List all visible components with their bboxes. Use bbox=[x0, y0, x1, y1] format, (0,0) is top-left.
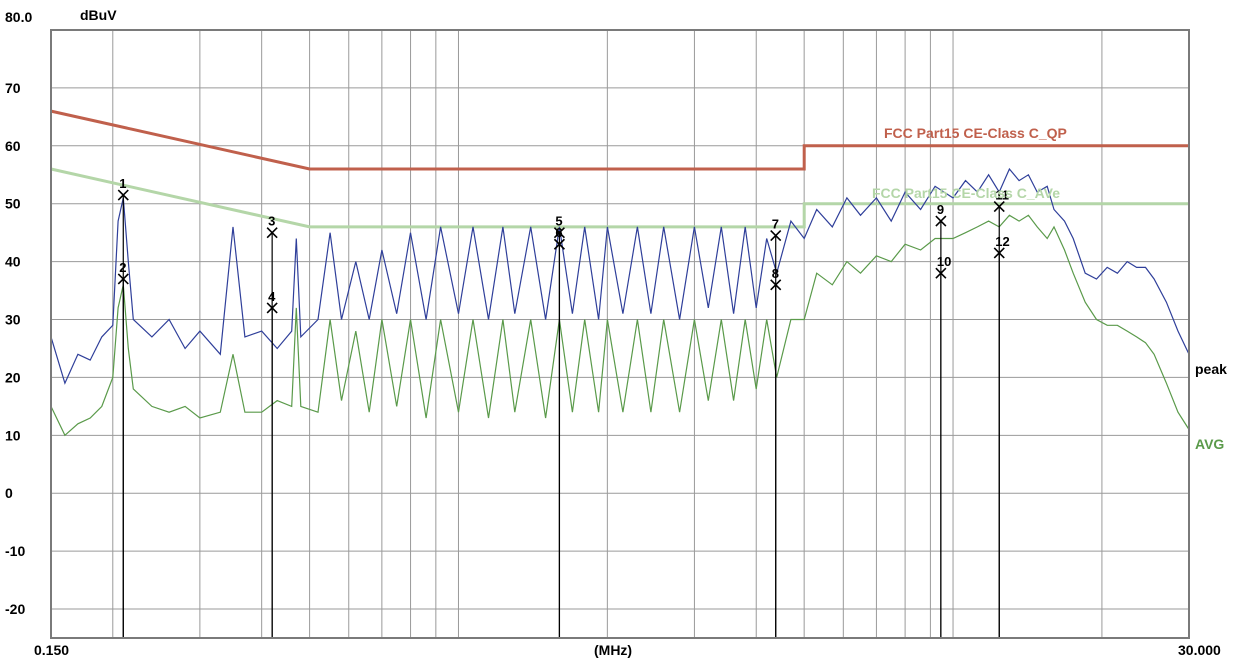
marker-label: 9 bbox=[937, 202, 944, 217]
marker-cross bbox=[117, 273, 129, 285]
y-top-tick-label: 80.0 bbox=[5, 9, 32, 25]
marker-cross bbox=[553, 238, 565, 250]
avg-series-line bbox=[50, 214, 1190, 437]
marker-cross bbox=[993, 201, 1005, 213]
marker-label: 1 bbox=[119, 176, 126, 191]
marker-cross bbox=[993, 247, 1005, 259]
y-tick-label: 40 bbox=[5, 254, 21, 270]
grid bbox=[51, 30, 1189, 638]
y-tick-label: -10 bbox=[5, 543, 25, 559]
marker-label: 11 bbox=[995, 188, 1009, 203]
y-tick-label: -20 bbox=[5, 601, 25, 617]
x-axis-label: (MHz) bbox=[594, 642, 632, 658]
y-tick-label: 50 bbox=[5, 196, 21, 212]
y-tick-label: 20 bbox=[5, 369, 21, 385]
marker-cross bbox=[770, 229, 782, 242]
marker-cross bbox=[266, 227, 278, 239]
y-tick-label: 70 bbox=[5, 80, 21, 96]
plot-frame bbox=[50, 29, 1190, 639]
marker-label: 6 bbox=[555, 225, 562, 240]
qp-limit-line bbox=[50, 109, 1189, 171]
avg-limit-label: FCC Part15 CE-Class C_AVe bbox=[872, 185, 1060, 201]
y-tick-label: 60 bbox=[5, 138, 21, 154]
marker-cross bbox=[770, 279, 782, 291]
x-max-tick-label: 30.000 bbox=[1178, 642, 1221, 658]
y-tick-label: 0 bbox=[5, 485, 13, 501]
y-tick-label: 30 bbox=[5, 312, 21, 328]
marker-label: 12 bbox=[995, 234, 1009, 249]
x-min-tick-label: 0.150 bbox=[34, 642, 69, 658]
marker-cross bbox=[553, 227, 565, 239]
series-lines bbox=[50, 167, 1190, 437]
marker-cross bbox=[935, 267, 947, 279]
peak-series-label: peak bbox=[1195, 361, 1227, 377]
marker-label: 4 bbox=[268, 289, 276, 304]
y-axis-label: dBuV bbox=[80, 7, 117, 23]
peak-series-line bbox=[50, 167, 1190, 385]
marker-label: 10 bbox=[937, 254, 951, 269]
marker-cross bbox=[117, 189, 129, 201]
marker-label: 5 bbox=[555, 214, 562, 229]
y-tick-label: 10 bbox=[5, 427, 21, 443]
marker-label: 7 bbox=[772, 217, 779, 232]
marker-cross bbox=[935, 215, 947, 227]
marker-label: 8 bbox=[772, 266, 779, 281]
qp-limit-label: FCC Part15 CE-Class C_QP bbox=[884, 125, 1067, 141]
limit-lines bbox=[50, 109, 1189, 229]
y-tick-labels: 70 60 50 40 30 20 10 0 -10 -20 bbox=[5, 80, 25, 617]
marker-label: 3 bbox=[268, 214, 275, 229]
marker-label: 2 bbox=[119, 260, 126, 275]
avg-limit-line bbox=[50, 167, 1189, 229]
marker-cross bbox=[266, 302, 278, 314]
avg-series-label: AVG bbox=[1195, 436, 1224, 452]
